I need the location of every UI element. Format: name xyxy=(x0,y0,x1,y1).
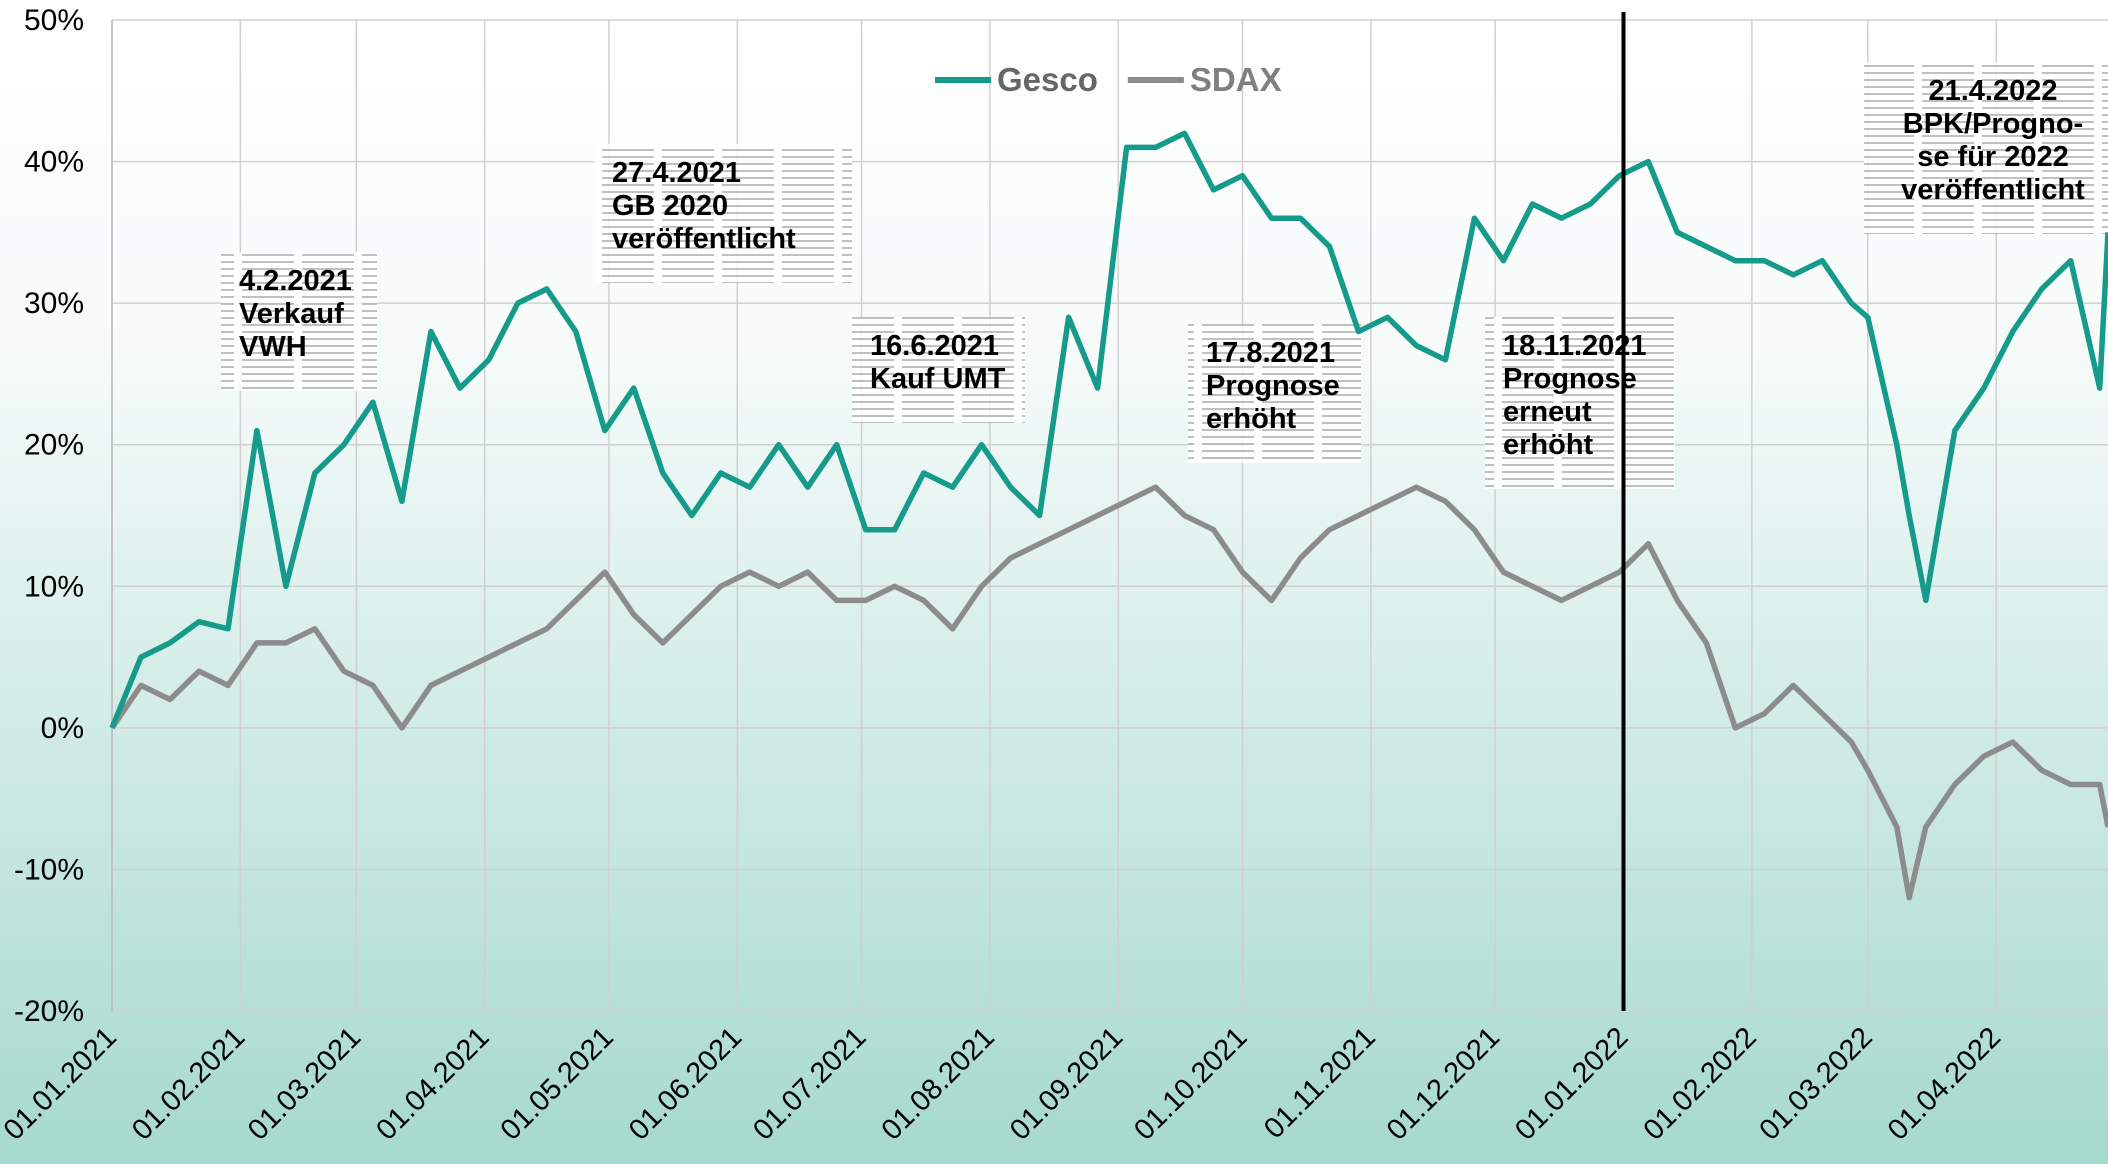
legend-label: SDAX xyxy=(1190,61,1282,98)
annotation: 17.8.2021 xyxy=(1206,337,1335,369)
annotation: 4.2.2021 xyxy=(239,265,352,297)
annotation: Prognose xyxy=(1503,363,1637,395)
legend-label: Gesco xyxy=(997,61,1098,98)
annotation: veröffentlicht xyxy=(612,223,796,255)
annotation: Kauf UMT xyxy=(870,363,1006,395)
annotation: VWH xyxy=(239,331,307,363)
annotation: Verkauf xyxy=(239,298,344,330)
series-line xyxy=(109,130,2108,729)
news-clipping xyxy=(852,317,1025,423)
y-tick-label: 40% xyxy=(24,146,84,179)
annotation: erneut xyxy=(1503,396,1592,428)
annotation: erhöht xyxy=(1503,429,1594,461)
news-clipping xyxy=(1485,317,1675,489)
news-clipping xyxy=(1188,324,1361,463)
series-line xyxy=(109,484,2108,901)
annotation: 27.4.2021 xyxy=(612,157,741,189)
annotation: Prognose xyxy=(1206,370,1340,402)
y-tick-label: -10% xyxy=(14,853,84,886)
annotation: 16.6.2021 xyxy=(870,330,999,362)
annotation: erhöht xyxy=(1206,403,1297,435)
y-tick-label: -20% xyxy=(14,995,84,1028)
annotation: GB 2020 xyxy=(612,190,728,222)
y-tick-label: 50% xyxy=(24,4,84,37)
y-tick-label: 10% xyxy=(24,570,84,603)
y-tick-label: 30% xyxy=(24,287,84,320)
y-tick-label: 0% xyxy=(41,712,84,745)
annotation: veröffentlicht xyxy=(1901,174,2085,206)
annotation: BPK/Progno- xyxy=(1903,108,2083,140)
y-tick-label: 20% xyxy=(24,429,84,462)
annotation: 21.4.2022 xyxy=(1928,75,2057,107)
annotation: se für 2022 xyxy=(1917,141,2069,173)
news-clipping xyxy=(594,144,852,283)
news-clipping xyxy=(221,252,377,391)
news-clipping xyxy=(1864,62,2108,234)
